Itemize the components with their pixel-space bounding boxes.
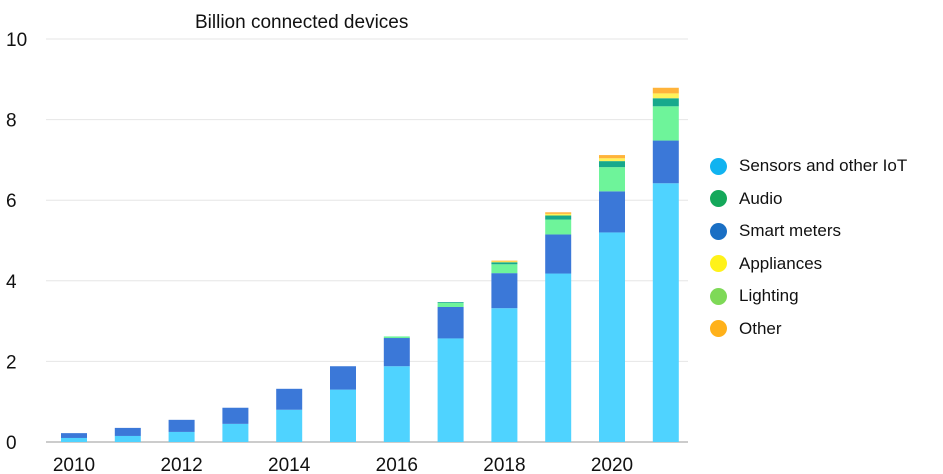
- y-tick-label: 10: [6, 30, 27, 51]
- bar-segment-2020-lighting: [599, 167, 625, 192]
- bar-segment-2018-audio: [491, 262, 518, 265]
- x-tick-label: 2014: [268, 455, 311, 474]
- bar-segment-2010-smart-meters: [61, 433, 87, 438]
- y-tick-label: 6: [6, 191, 17, 212]
- x-tick-label: 2010: [53, 455, 95, 474]
- legend-item: Appliances: [710, 248, 907, 281]
- legend-label: Lighting: [739, 286, 799, 306]
- legend-item: Lighting: [710, 280, 907, 313]
- bar-segment-2015-sensors-and-other-iot: [330, 389, 356, 442]
- legend-item: Other: [710, 313, 907, 346]
- bar-segment-2017-lighting: [437, 302, 464, 307]
- bar-segment-2013-smart-meters: [222, 407, 249, 424]
- bar-segment-2019-other: [545, 212, 572, 214]
- bar-segment-2017-sensors-and-other-iot: [437, 338, 464, 442]
- legend-label: Other: [739, 318, 782, 338]
- y-tick-label: 2: [6, 352, 17, 373]
- bar-segment-2020-other: [599, 155, 625, 159]
- x-tick-label: 2018: [483, 455, 525, 474]
- axes: 0 2 4 6 8 10 2010 2012 2014 2016 2018 2020: [6, 30, 633, 474]
- x-tick-label: 2016: [376, 455, 418, 474]
- bar-segment-2013-sensors-and-other-iot: [222, 423, 249, 442]
- bar-segment-2019-audio: [545, 215, 572, 220]
- legend-label: Sensors and other IoT: [739, 156, 908, 176]
- legend: Sensors and other IoT Audio Smart meters Ap…: [710, 150, 907, 345]
- legend-swatch: [710, 190, 727, 208]
- legend-swatch: [710, 287, 727, 305]
- bar-segment-2017-smart-meters: [437, 306, 464, 339]
- bar-segment-2021-other: [652, 87, 679, 94]
- legend-item: Audio: [710, 183, 907, 216]
- x-tick-label: 2012: [160, 455, 202, 474]
- legend-item: Sensors and other IoT: [710, 150, 907, 183]
- bar-segment-2019-lighting: [545, 219, 572, 235]
- bar-segment-2012-smart-meters: [168, 419, 195, 432]
- bar-segment-2010-sensors-and-other-iot: [61, 437, 87, 442]
- bar-segment-2018-sensors-and-other-iot: [491, 308, 518, 442]
- bar-segment-2016-sensors-and-other-iot: [383, 366, 410, 442]
- bar-segment-2021-lighting: [652, 106, 679, 141]
- legend-label: Audio: [739, 188, 783, 208]
- bar-segment-2021-sensors-and-other-iot: [652, 183, 679, 443]
- bar-segment-2015-smart-meters: [330, 366, 356, 390]
- legend-swatch: [710, 157, 727, 175]
- bar-segment-2012-sensors-and-other-iot: [168, 431, 195, 442]
- legend-swatch: [710, 222, 727, 240]
- bar-segment-2014-sensors-and-other-iot: [276, 409, 303, 442]
- bar-segment-2020-appliances: [599, 158, 625, 162]
- bar-segment-2018-lighting: [491, 264, 518, 274]
- bar-segment-2011-smart-meters: [114, 427, 141, 436]
- x-tick-label: 2020: [591, 455, 633, 474]
- bars: [61, 87, 679, 443]
- legend-item: Smart meters: [710, 215, 907, 248]
- bar-segment-2019-appliances: [545, 213, 572, 216]
- legend-label: Appliances: [739, 253, 823, 273]
- unit-label: Billion connected devices: [195, 12, 408, 33]
- gridlines: [46, 38, 688, 443]
- bar-segment-2019-smart-meters: [545, 234, 572, 274]
- bar-segment-2016-lighting: [383, 336, 410, 339]
- bar-segment-2018-other: [491, 260, 518, 262]
- bar-segment-2020-smart-meters: [599, 191, 625, 233]
- bar-segment-2018-appliances: [491, 261, 518, 263]
- legend-swatch: [710, 255, 727, 273]
- bar-segment-2018-smart-meters: [491, 273, 518, 309]
- bar-segment-2016-smart-meters: [383, 338, 410, 367]
- bar-segment-2011-sensors-and-other-iot: [114, 435, 141, 442]
- bar-segment-2021-smart-meters: [652, 140, 679, 184]
- bar-segment-2017-audio: [437, 302, 464, 303]
- y-tick-label: 8: [6, 111, 17, 132]
- bar-segment-2020-sensors-and-other-iot: [599, 232, 625, 442]
- bar-segment-2014-smart-meters: [276, 388, 303, 410]
- y-tick-label: 0: [6, 433, 17, 454]
- legend-label: Smart meters: [739, 221, 842, 241]
- legend-swatch: [710, 320, 727, 338]
- y-tick-label: 4: [6, 272, 17, 293]
- bar-segment-2021-audio: [652, 98, 679, 107]
- bar-segment-2020-audio: [599, 161, 625, 168]
- bar-segment-2019-sensors-and-other-iot: [545, 273, 572, 442]
- bar-segment-2021-appliances: [652, 93, 679, 99]
